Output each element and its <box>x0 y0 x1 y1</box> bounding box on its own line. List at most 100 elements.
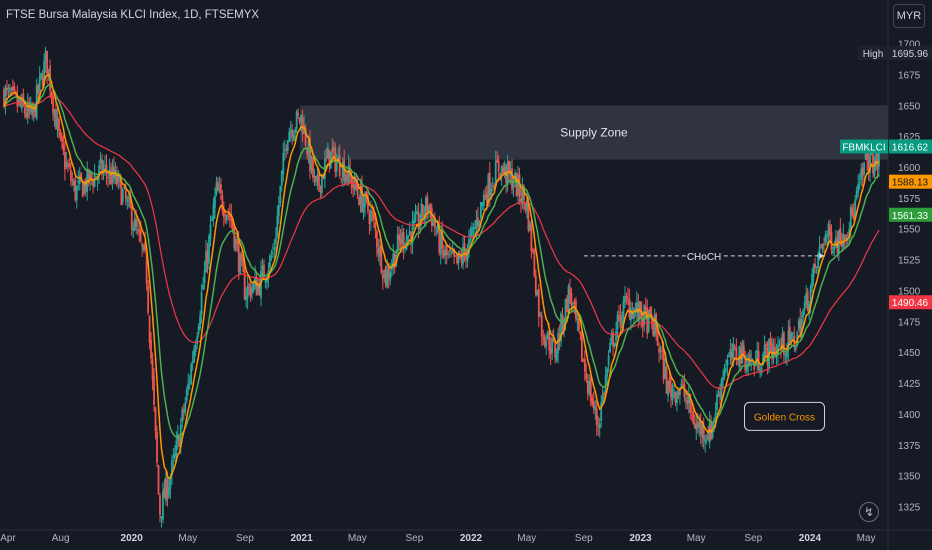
candle <box>329 151 332 170</box>
candle-body <box>665 368 668 394</box>
candle <box>729 339 732 365</box>
candle-body <box>787 330 790 350</box>
candle <box>206 242 209 274</box>
candle <box>84 177 87 197</box>
candle <box>815 266 818 274</box>
candle <box>233 226 236 251</box>
candle <box>557 327 560 364</box>
candle-body <box>683 384 686 397</box>
candle-body <box>692 411 695 425</box>
candle <box>416 205 418 215</box>
candle-body <box>416 211 418 215</box>
candle <box>491 177 494 192</box>
candle <box>44 46 47 73</box>
last-price-label-bg <box>889 139 932 154</box>
candle-body <box>546 331 549 340</box>
candle <box>62 135 65 156</box>
candle-body <box>313 176 316 178</box>
candle <box>586 373 589 401</box>
candle-body <box>291 130 294 138</box>
candle <box>543 333 546 349</box>
candle <box>295 109 298 134</box>
candle-body <box>756 349 759 365</box>
candle <box>326 142 329 159</box>
candle <box>618 305 620 322</box>
candle-body <box>196 336 199 345</box>
candle-body <box>781 333 784 349</box>
candle <box>442 245 445 259</box>
candle-body <box>502 167 505 173</box>
candle-body <box>799 318 802 337</box>
candle-body <box>708 420 711 443</box>
candle <box>319 185 322 198</box>
candle-body <box>151 359 154 380</box>
candle <box>172 448 175 469</box>
candle-body <box>230 214 233 222</box>
candle <box>392 243 395 276</box>
candle-body <box>300 114 303 122</box>
candle-body <box>646 307 649 334</box>
lightning-icon[interactable]: ↯ <box>859 502 879 522</box>
candle <box>58 116 60 139</box>
candle-body <box>402 232 405 249</box>
candle-body <box>609 342 611 353</box>
candle-body <box>375 231 378 248</box>
candle <box>680 378 683 389</box>
candle <box>378 238 381 266</box>
candle-body <box>234 238 237 251</box>
candle-body <box>441 230 444 249</box>
candle <box>591 394 594 407</box>
candle-body <box>315 175 317 183</box>
currency-button[interactable]: MYR <box>893 4 925 28</box>
last-price-label-value: 1616.62 <box>892 143 929 154</box>
candle <box>178 433 181 448</box>
candle-body <box>805 293 808 305</box>
candle <box>182 403 185 421</box>
candle-body <box>794 346 797 350</box>
candle-body <box>147 285 149 313</box>
candle <box>46 50 48 85</box>
candle <box>791 331 794 340</box>
candle-body <box>778 343 781 345</box>
candle-body <box>127 197 130 199</box>
candle-body <box>227 213 230 215</box>
y-tick-label: 1375 <box>898 441 921 452</box>
candle-body <box>104 164 106 166</box>
candle-body <box>217 182 219 192</box>
y-tick-label: 1525 <box>898 256 921 267</box>
candle <box>760 363 763 377</box>
candle <box>225 214 228 225</box>
candle-body <box>185 389 188 401</box>
candle-body <box>38 75 41 92</box>
candle <box>802 308 805 325</box>
candle <box>50 90 53 105</box>
x-tick-label: Aug <box>52 533 70 544</box>
candle-body <box>656 332 659 346</box>
candle <box>16 85 19 113</box>
candle-body <box>454 255 457 257</box>
candle <box>857 174 860 198</box>
candle-body <box>527 198 530 231</box>
candle <box>866 152 868 172</box>
candle <box>659 345 662 360</box>
candle-body <box>426 197 429 213</box>
candle <box>788 318 791 345</box>
candle-body <box>640 301 643 319</box>
candle-body <box>707 434 710 441</box>
candle-body <box>852 212 855 220</box>
candle <box>323 150 326 189</box>
candle <box>249 278 252 302</box>
candle-body <box>485 193 488 203</box>
candle-body <box>705 436 708 438</box>
candle-body <box>377 248 380 254</box>
candle-body <box>93 174 96 187</box>
candle-body <box>23 106 26 114</box>
candle-body <box>387 267 390 278</box>
candle <box>269 253 271 272</box>
candle-body <box>34 104 37 117</box>
candle <box>781 326 784 352</box>
candle <box>447 250 450 259</box>
x-tick-label: May <box>687 533 706 544</box>
